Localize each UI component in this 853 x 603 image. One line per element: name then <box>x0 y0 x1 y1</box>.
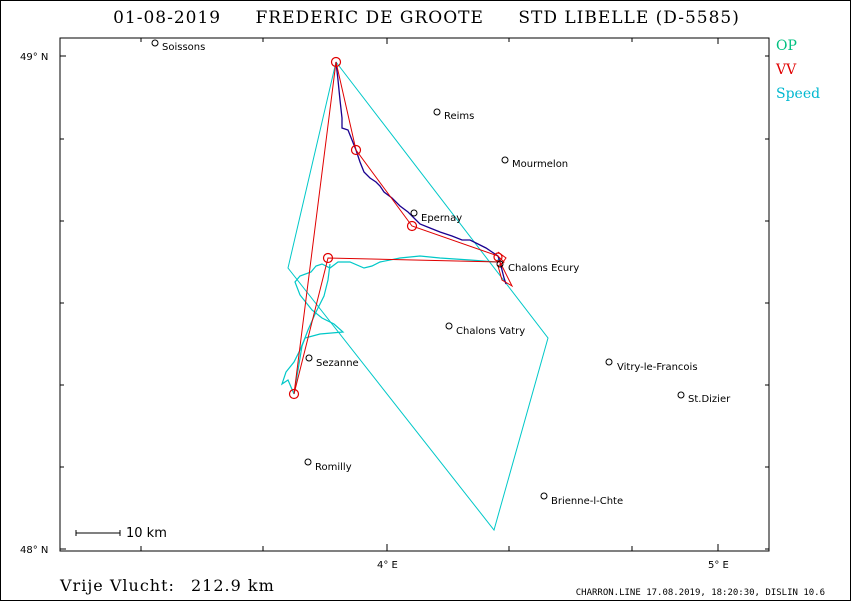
flight-title: 01-08-2019 FREDERIC DE GROOTE STD LIBELL… <box>0 8 853 28</box>
scale-bar-label: 10 km <box>126 526 167 541</box>
place-marker <box>677 391 685 399</box>
place-marker <box>304 458 312 466</box>
lon-label-5: 5° E <box>708 560 729 571</box>
place-label: Vitry-le-Francois <box>617 362 698 373</box>
place-label: Brienne-l-Chte <box>551 496 623 507</box>
plot-area <box>59 37 770 552</box>
op-polygon <box>287 61 549 532</box>
place-label: Reims <box>444 111 474 122</box>
legend-item-speed: Speed <box>776 86 821 102</box>
lon-label-4: 4° E <box>377 560 398 571</box>
place-labels: Soissons Reims Mourmelon Epernay Chalons… <box>162 42 731 507</box>
credits: CHARRON.LINE 17.08.2019, 18:20:30, DISLI… <box>575 588 825 598</box>
scale-bar <box>75 530 121 536</box>
place-marker <box>151 39 159 47</box>
turnpoint-marker <box>330 56 342 68</box>
place-marker <box>496 260 504 268</box>
place-marker <box>305 354 313 362</box>
place-label: Chalons Ecury <box>508 263 579 274</box>
place-marker <box>433 108 441 116</box>
lat-label-bottom: 48° N <box>20 545 48 556</box>
pilot-name: FREDERIC DE GROOTE <box>255 8 484 28</box>
place-marker <box>605 358 613 366</box>
flight-date: 01-08-2019 <box>113 8 222 28</box>
distance-value: 212.9 km <box>191 576 275 595</box>
lat-label-top: 49° N <box>20 52 48 63</box>
turnpoint-marker <box>288 388 300 400</box>
place-marker <box>410 209 418 217</box>
place-label: Chalons Vatry <box>456 326 525 337</box>
vv-task <box>293 61 514 395</box>
turnpoints <box>288 56 503 400</box>
glider-name: STD LIBELLE (D-5585) <box>518 8 740 28</box>
turnpoint-marker <box>406 220 418 232</box>
place-label: Sezanne <box>316 358 359 369</box>
place-label: Mourmelon <box>512 159 568 170</box>
place-label: St.Dizier <box>688 394 731 405</box>
speed-trace-2 <box>293 263 331 395</box>
distance-readout: Vrije Vlucht: 212.9 km <box>60 576 275 595</box>
turnpoint-marker <box>322 252 334 264</box>
place-label: Soissons <box>162 42 205 53</box>
distance-label: Vrije Vlucht: <box>60 576 175 595</box>
legend-item-op: OP <box>776 38 797 54</box>
place-label: Romilly <box>315 462 352 473</box>
axis-ticks <box>60 38 769 551</box>
legend: OP VV Speed <box>776 34 820 106</box>
place-label: Epernay <box>421 213 462 224</box>
place-markers <box>151 39 685 500</box>
place-marker <box>445 322 453 330</box>
speed-trace <box>280 255 501 395</box>
place-marker <box>501 156 509 164</box>
flight-track <box>335 61 507 285</box>
legend-item-vv: VV <box>776 62 797 78</box>
turnpoint-marker <box>350 144 362 156</box>
turnpoint-marker <box>493 252 503 262</box>
place-marker <box>540 492 548 500</box>
